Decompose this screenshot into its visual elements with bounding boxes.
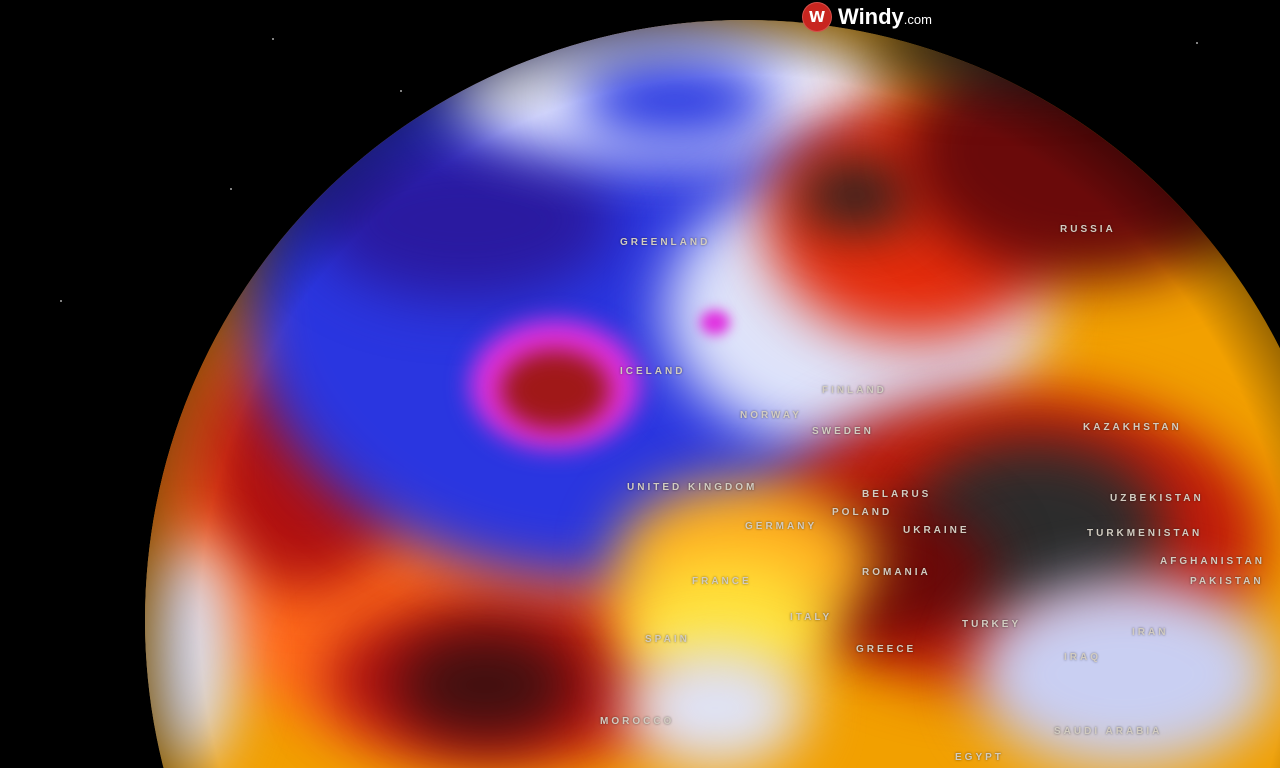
label-saudi-arabia: SAUDI ARABIA	[1054, 726, 1163, 737]
label-germany: GERMANY	[745, 521, 818, 532]
globe-shading	[145, 20, 1280, 768]
label-greece: GREECE	[856, 644, 917, 655]
label-romania: ROMANIA	[862, 567, 931, 578]
label-russia: RUSSIA	[1060, 224, 1116, 235]
label-greenland: GREENLAND	[620, 237, 711, 248]
label-pakistan: PAKISTAN	[1190, 576, 1264, 587]
label-italy: ITALY	[790, 612, 833, 623]
weather-globe[interactable]	[145, 20, 1280, 768]
label-belarus: BELARUS	[862, 489, 932, 500]
label-norway: NORWAY	[740, 410, 802, 421]
label-morocco: MOROCCO	[600, 716, 675, 727]
label-united-kingdom: UNITED KINGDOM	[627, 482, 758, 493]
label-iceland: ICELAND	[620, 366, 686, 377]
label-iraq: IRAQ	[1064, 652, 1101, 663]
brand-name: Windy	[838, 4, 904, 29]
label-turkmenistan: TURKMENISTAN	[1087, 528, 1203, 539]
label-afghanistan: AFGHANISTAN	[1160, 556, 1266, 567]
label-uzbekistan: UZBEKISTAN	[1110, 493, 1204, 504]
label-finland: FINLAND	[822, 385, 887, 396]
brand: Windy.com	[838, 4, 932, 30]
label-france: FRANCE	[692, 576, 752, 587]
label-sweden: SWEDEN	[812, 426, 874, 437]
star	[272, 38, 274, 40]
label-iran: IRAN	[1132, 627, 1169, 638]
label-ukraine: UKRAINE	[903, 525, 970, 536]
star	[400, 90, 402, 92]
label-egypt: EGYPT	[955, 752, 1004, 763]
star	[1196, 42, 1198, 44]
windy-logo-icon: W	[802, 2, 832, 32]
label-kazakhstan: KAZAKHSTAN	[1083, 422, 1182, 433]
star	[230, 188, 232, 190]
windy-logo[interactable]: W Windy.com	[802, 2, 932, 32]
star	[60, 300, 62, 302]
label-poland: POLAND	[832, 507, 893, 518]
brand-domain: .com	[903, 12, 932, 27]
label-turkey: TURKEY	[962, 619, 1022, 630]
label-spain: SPAIN	[645, 634, 690, 645]
